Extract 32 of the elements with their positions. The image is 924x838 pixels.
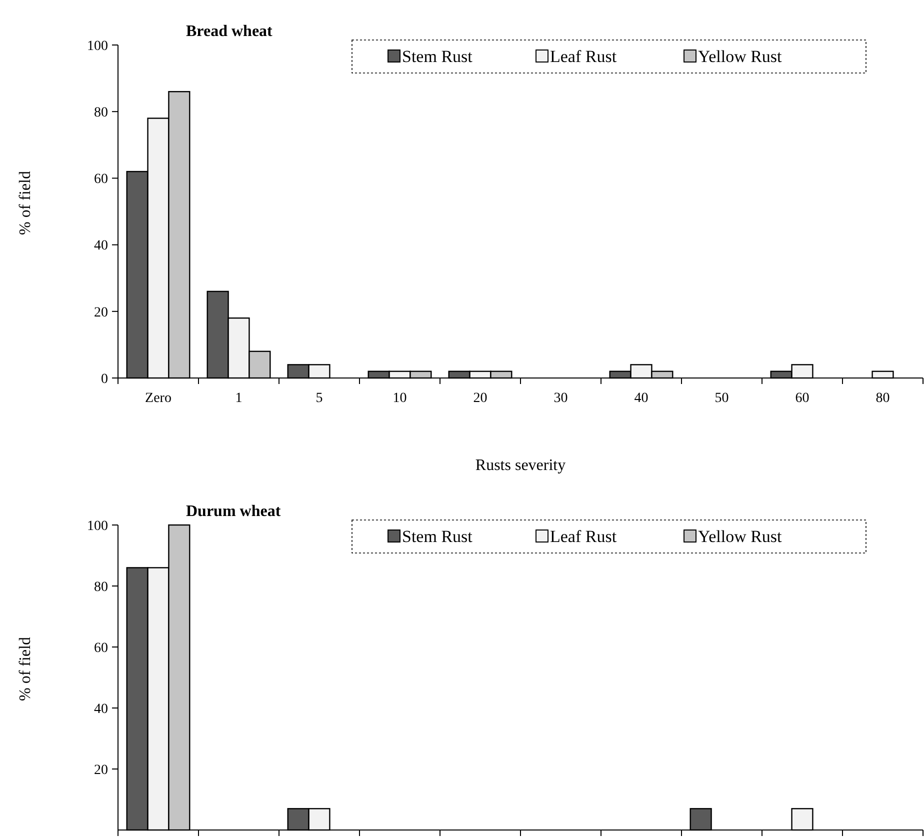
y-axis-title: % of field — [17, 171, 34, 235]
y-tick-label: 60 — [94, 172, 108, 188]
x-tick-label: Zero — [145, 391, 172, 406]
x-tick-label: 5 — [316, 391, 323, 406]
x-tick-label: 30 — [554, 391, 568, 406]
x-axis-title: Rusts severity — [475, 457, 566, 474]
legend-label: Stem Rust — [402, 527, 473, 546]
x-tick-label: 40 — [634, 391, 648, 406]
y-tick-label: 100 — [87, 38, 108, 54]
y-tick-label: 20 — [94, 305, 108, 320]
x-tick-label: 50 — [714, 391, 729, 406]
y-axis-title: % of field — [17, 637, 34, 701]
y-tick-label: 20 — [94, 762, 108, 778]
legend-label: Leaf Rust — [550, 47, 617, 66]
chart-title: Bread wheat — [186, 23, 274, 40]
legend-label: Yellow Rust — [698, 47, 782, 66]
legend-label: Stem Rust — [402, 47, 473, 66]
x-tick-label: 1 — [235, 391, 242, 406]
y-tick-label: 80 — [94, 580, 108, 595]
chart-title: Durum wheat — [186, 503, 282, 520]
legend-label: Yellow Rust — [698, 527, 782, 546]
y-tick-label: 80 — [94, 106, 108, 120]
x-tick-label: 80 — [876, 391, 890, 406]
y-tick-label: 0 — [101, 372, 108, 387]
y-tick-label: 40 — [94, 702, 108, 717]
x-tick-label: 10 — [392, 391, 407, 406]
legend-label: Leaf Rust — [550, 527, 617, 546]
y-tick-label: 100 — [87, 518, 108, 534]
y-tick-label: 60 — [94, 640, 108, 656]
x-tick-label: 60 — [795, 391, 810, 406]
y-tick-label: 40 — [94, 238, 108, 254]
x-tick-label: 20 — [473, 391, 488, 406]
